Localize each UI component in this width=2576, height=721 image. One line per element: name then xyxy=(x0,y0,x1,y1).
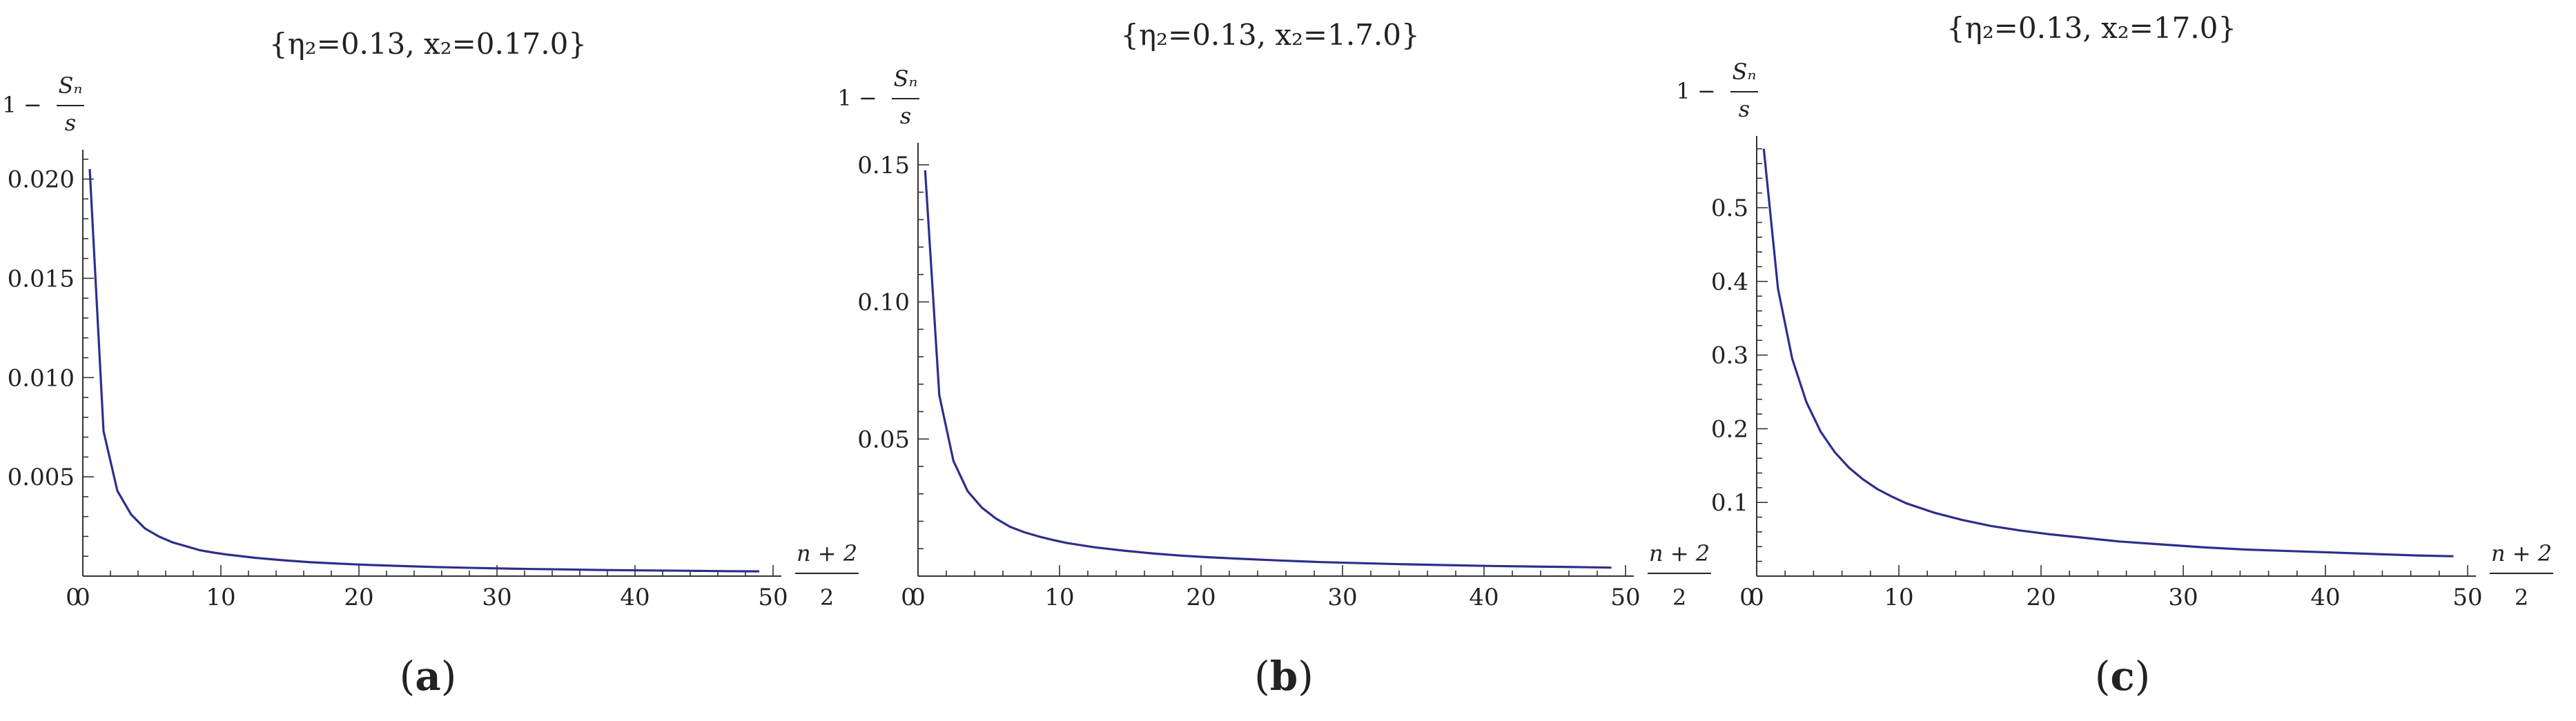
y-label-numerator: Sₙ xyxy=(1733,59,1757,85)
x-tick-label: 50 xyxy=(1610,584,1640,611)
y-tick-label: 0.3 xyxy=(1711,342,1748,370)
y-label-numerator: Sₙ xyxy=(59,72,83,99)
x-label-numerator: n + 2 xyxy=(797,540,857,566)
panel-label: (b) xyxy=(1254,653,1314,700)
x-label-numerator: n + 2 xyxy=(2491,540,2552,566)
y-tick-label: 0.05 xyxy=(857,426,910,453)
x-tick-label: 20 xyxy=(2026,584,2056,611)
y-tick-label: 0.10 xyxy=(857,289,910,317)
chart-title: {η₂=0.13, x₂=17.0} xyxy=(1946,11,2236,45)
y-axis-label: 1 − Sₙ s xyxy=(2,72,84,136)
y-tick-label: 0.020 xyxy=(8,166,75,194)
y-tick-label: 0.5 xyxy=(1711,195,1748,222)
x-tick-label: 20 xyxy=(344,584,373,611)
x-label-denominator: 2 xyxy=(2515,584,2528,611)
x-tick-label: 40 xyxy=(2310,584,2340,611)
y-tick-label: 0.1 xyxy=(1711,489,1748,517)
y-label-prefix: 1 − xyxy=(2,92,41,118)
x-tick-label: 20 xyxy=(1186,584,1216,611)
x-tick-label: 0 xyxy=(910,584,926,611)
x-tick-label: 30 xyxy=(1327,584,1357,611)
y-axis-label: 1 − Sₙ s xyxy=(837,66,919,129)
chart-panel-a: {η₂=0.13, x₂=0.17.0}0 10 20 30 40 500.0050.01… xyxy=(2,27,859,700)
panel-label: (a) xyxy=(400,653,457,700)
x-label-denominator: 2 xyxy=(1672,584,1686,611)
series-line-0 xyxy=(88,169,760,573)
y-label-numerator: Sₙ xyxy=(894,66,918,92)
x-tick-label: 50 xyxy=(2452,584,2482,611)
y-tick-label: 0.4 xyxy=(1711,268,1748,296)
y-label-prefix: 1 − xyxy=(837,85,877,111)
y-tick-label: 0.010 xyxy=(8,364,75,392)
y-label-denominator: s xyxy=(1739,96,1750,122)
x-tick-label: 40 xyxy=(1469,584,1499,611)
panel-label: (c) xyxy=(2095,653,2151,700)
y-label-denominator: s xyxy=(900,103,911,129)
x-axis-label: n + 2 2 xyxy=(795,540,859,611)
x-tick-label: 10 xyxy=(206,584,235,611)
y-tick-label: 0.005 xyxy=(8,464,75,491)
y-label-prefix: 1 − xyxy=(1676,78,1715,104)
x-label-numerator: n + 2 xyxy=(1649,540,1710,566)
x-tick-label: 30 xyxy=(2168,584,2198,611)
y-tick-label: 0.015 xyxy=(8,265,75,293)
x-label-denominator: 2 xyxy=(820,584,834,611)
x-axis-label: n + 2 2 xyxy=(2490,540,2553,611)
x-tick-label: 0 xyxy=(901,584,916,611)
x-tick-label: 0 xyxy=(1749,584,1764,611)
x-tick-label: 0 xyxy=(75,584,90,611)
chart-title: {η₂=0.13, x₂=1.7.0} xyxy=(1120,18,1419,52)
x-axis-label: n + 2 2 xyxy=(1648,540,1711,611)
x-tick-label: 50 xyxy=(758,584,788,611)
x-tick-label: 0 xyxy=(66,584,81,611)
y-tick-label: 0.15 xyxy=(857,152,910,179)
panel-letter: c xyxy=(2110,653,2134,700)
x-tick-label: 10 xyxy=(1044,584,1074,611)
panel-letter: a xyxy=(415,653,441,700)
y-tick-label: 0.2 xyxy=(1711,415,1748,443)
chart-title: {η₂=0.13, x₂=0.17.0} xyxy=(269,27,587,61)
chart-panel-b: {η₂=0.13, x₂=1.7.0}0 10 20 30 40 500.050.100.… xyxy=(837,18,1711,700)
x-tick-label: 0 xyxy=(1739,584,1755,611)
chart-panel-c: {η₂=0.13, x₂=17.0}0 10 20 30 40 500.10.20.30.… xyxy=(1676,11,2553,700)
x-tick-label: 10 xyxy=(1884,584,1913,611)
y-label-denominator: s xyxy=(65,110,76,136)
panel-letter: b xyxy=(1270,653,1298,700)
x-tick-label: 30 xyxy=(482,584,511,611)
series-line-0 xyxy=(1762,148,2454,557)
x-tick-label: 40 xyxy=(620,584,650,611)
y-axis-label: 1 − Sₙ s xyxy=(1676,59,1758,122)
series-line-0 xyxy=(924,170,1612,569)
